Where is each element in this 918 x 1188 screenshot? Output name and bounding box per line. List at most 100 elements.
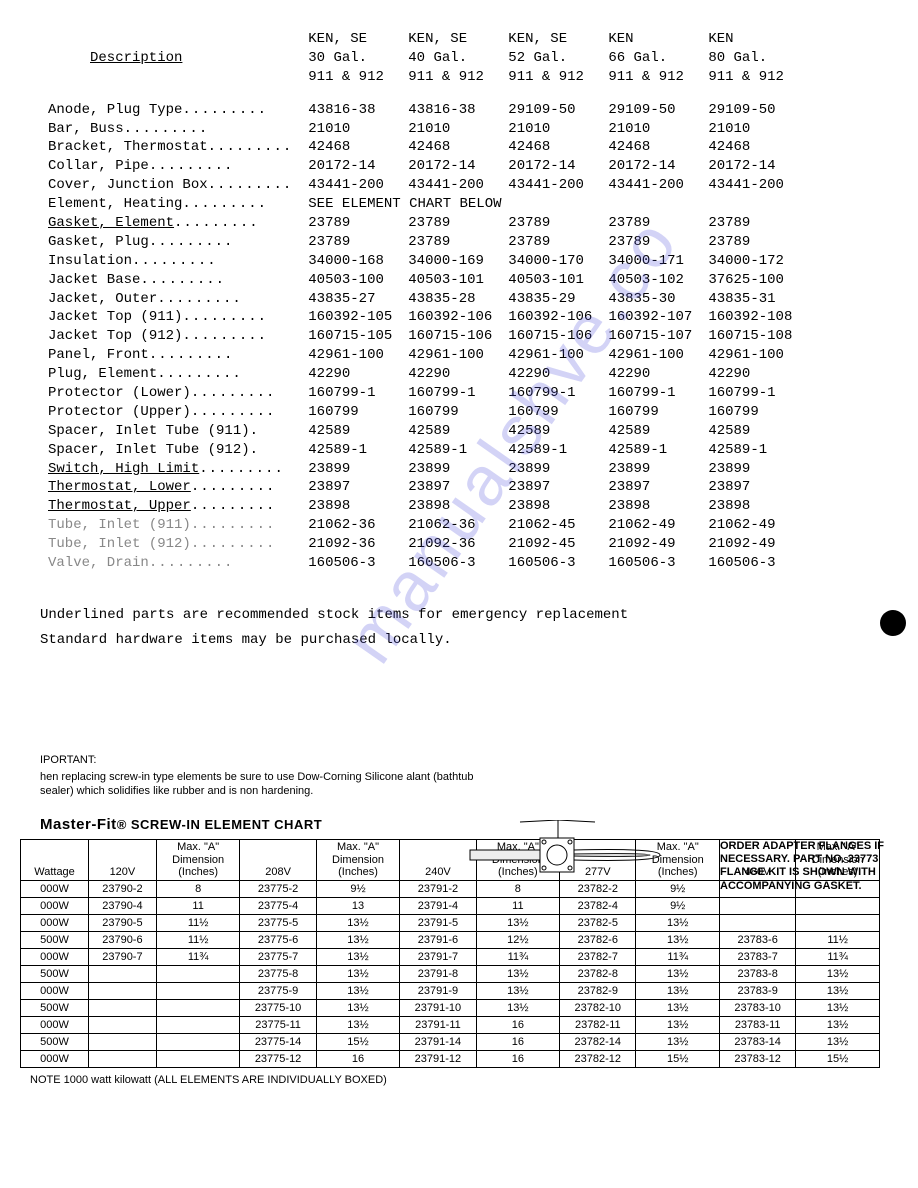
parts-desc: Switch, High Limit [40, 460, 300, 479]
el-cell [89, 1017, 157, 1034]
col-header-1: KEN, SE40 Gal.911 & 912 [400, 30, 500, 87]
parts-cell: 23789 [400, 233, 500, 252]
parts-cell: 23899 [500, 460, 600, 479]
parts-row: Gasket, Plug2378923789237892378923789 [40, 233, 800, 252]
parts-desc: Bracket, Thermostat [40, 138, 300, 157]
el-cell: 16 [476, 1051, 560, 1068]
important-body: hen replacing screw-in type elements be … [40, 770, 480, 799]
el-cell: 13½ [636, 915, 720, 932]
col-header-0: KEN, SE30 Gal.911 & 912 [300, 30, 400, 87]
el-cell [156, 1051, 240, 1068]
el-cell: 11¾ [156, 949, 240, 966]
el-cell [720, 915, 796, 932]
parts-desc: Element, Heating [40, 195, 300, 214]
el-cell: 23782-4 [560, 898, 636, 915]
foot-note: NOTE 1000 watt kilowatt (ALL ELEMENTS AR… [30, 1074, 898, 1086]
parts-desc: Jacket Top (911) [40, 308, 300, 327]
parts-row: Valve, Drain160506-3160506-3160506-31605… [40, 554, 800, 573]
parts-row: Spacer, Inlet Tube (911).425894258942589… [40, 422, 800, 441]
el-cell: 23782-5 [560, 915, 636, 932]
parts-row: Bracket, Thermostat424684246842468424684… [40, 138, 800, 157]
el-cell: 23775-6 [240, 932, 316, 949]
el-cell: 23775-5 [240, 915, 316, 932]
el-watt: 000W [21, 949, 89, 966]
el-cell: 23783-7 [720, 949, 796, 966]
parts-desc: Jacket Top (912) [40, 327, 300, 346]
el-cell: 11½ [156, 915, 240, 932]
parts-cell: 37625-100 [700, 271, 800, 290]
el-cell: 23790-5 [89, 915, 157, 932]
el-cell: 16 [476, 1017, 560, 1034]
parts-row: Thermostat, Upper23898238982389823898238… [40, 497, 800, 516]
parts-row: Jacket Top (912)160715-105160715-1061607… [40, 327, 800, 346]
el-row: 000W23775-121623791-121623782-1215½23783… [21, 1051, 880, 1068]
parts-cell: 160715-107 [600, 327, 700, 346]
parts-cell: 21062-49 [600, 516, 700, 535]
parts-cell: 42290 [500, 365, 600, 384]
parts-cell: 43835-31 [700, 290, 800, 309]
el-cell: 23791-6 [400, 932, 476, 949]
el-cell: 13½ [636, 1000, 720, 1017]
parts-cell: 160392-108 [700, 308, 800, 327]
parts-cell: 20172-14 [600, 157, 700, 176]
el-cell [156, 966, 240, 983]
parts-cell: 21062-45 [500, 516, 600, 535]
parts-cell: 21010 [700, 120, 800, 139]
parts-cell: 29109-50 [600, 101, 700, 120]
el-cell: 23783-9 [720, 983, 796, 1000]
el-cell: 13½ [636, 1017, 720, 1034]
parts-cell: 160799-1 [500, 384, 600, 403]
el-cell: 23775-2 [240, 881, 316, 898]
parts-row: Anode, Plug Type43816-3843816-3829109-50… [40, 101, 800, 120]
parts-cell: 23897 [300, 478, 400, 497]
parts-row: Tube, Inlet (912)21092-3621092-3621092-4… [40, 535, 800, 554]
el-cell: 23782-9 [560, 983, 636, 1000]
parts-cell: 43441-200 [500, 176, 600, 195]
parts-desc: Plug, Element [40, 365, 300, 384]
parts-row: Jacket, Outer43835-2743835-2843835-29438… [40, 290, 800, 309]
parts-desc: Jacket, Outer [40, 290, 300, 309]
el-watt: 500W [21, 966, 89, 983]
el-cell: 13½ [796, 1000, 880, 1017]
parts-cell: 34000-170 [500, 252, 600, 271]
parts-cell: 40503-101 [500, 271, 600, 290]
parts-cell: 160799 [300, 403, 400, 422]
parts-cell: 160392-105 [300, 308, 400, 327]
parts-cell: 43835-27 [300, 290, 400, 309]
el-cell: 23775-9 [240, 983, 316, 1000]
el-cell: 23782-14 [560, 1034, 636, 1051]
parts-desc: Gasket, Element [40, 214, 300, 233]
el-cell: 11½ [156, 932, 240, 949]
parts-cell: 23897 [600, 478, 700, 497]
parts-desc: Thermostat, Lower [40, 478, 300, 497]
el-cell [89, 966, 157, 983]
parts-cell: 42468 [700, 138, 800, 157]
parts-row: Spacer, Inlet Tube (912).42589-142589-14… [40, 441, 800, 460]
el-cell: 23782-11 [560, 1017, 636, 1034]
parts-desc: Protector (Upper) [40, 403, 300, 422]
el-cell: 23791-4 [400, 898, 476, 915]
parts-cell: 40503-101 [400, 271, 500, 290]
el-row: 000W23775-1113½23791-111623782-1113½2378… [21, 1017, 880, 1034]
black-dot-icon [880, 610, 906, 636]
el-cell: 23783-12 [720, 1051, 796, 1068]
parts-desc: Tube, Inlet (912) [40, 535, 300, 554]
el-row: 500W23775-1415½23791-141623782-1413½2378… [21, 1034, 880, 1051]
parts-cell: 40503-102 [600, 271, 700, 290]
el-cell: 13½ [476, 983, 560, 1000]
el-cell: 15½ [316, 1034, 400, 1051]
parts-cell: 23789 [300, 233, 400, 252]
parts-cell: 42290 [700, 365, 800, 384]
el-cell: 23783-11 [720, 1017, 796, 1034]
parts-row: Insulation34000-16834000-16934000-170340… [40, 252, 800, 271]
parts-cell: 23789 [400, 214, 500, 233]
el-cell: 23790-6 [89, 932, 157, 949]
el-cell: 23791-12 [400, 1051, 476, 1068]
parts-cell: 23899 [700, 460, 800, 479]
el-cell: 13½ [636, 1034, 720, 1051]
el-cell: 11½ [796, 932, 880, 949]
parts-cell: 21010 [500, 120, 600, 139]
parts-cell: 23789 [700, 233, 800, 252]
parts-cell: 21010 [600, 120, 700, 139]
parts-row: Gasket, Element2378923789237892378923789 [40, 214, 800, 233]
